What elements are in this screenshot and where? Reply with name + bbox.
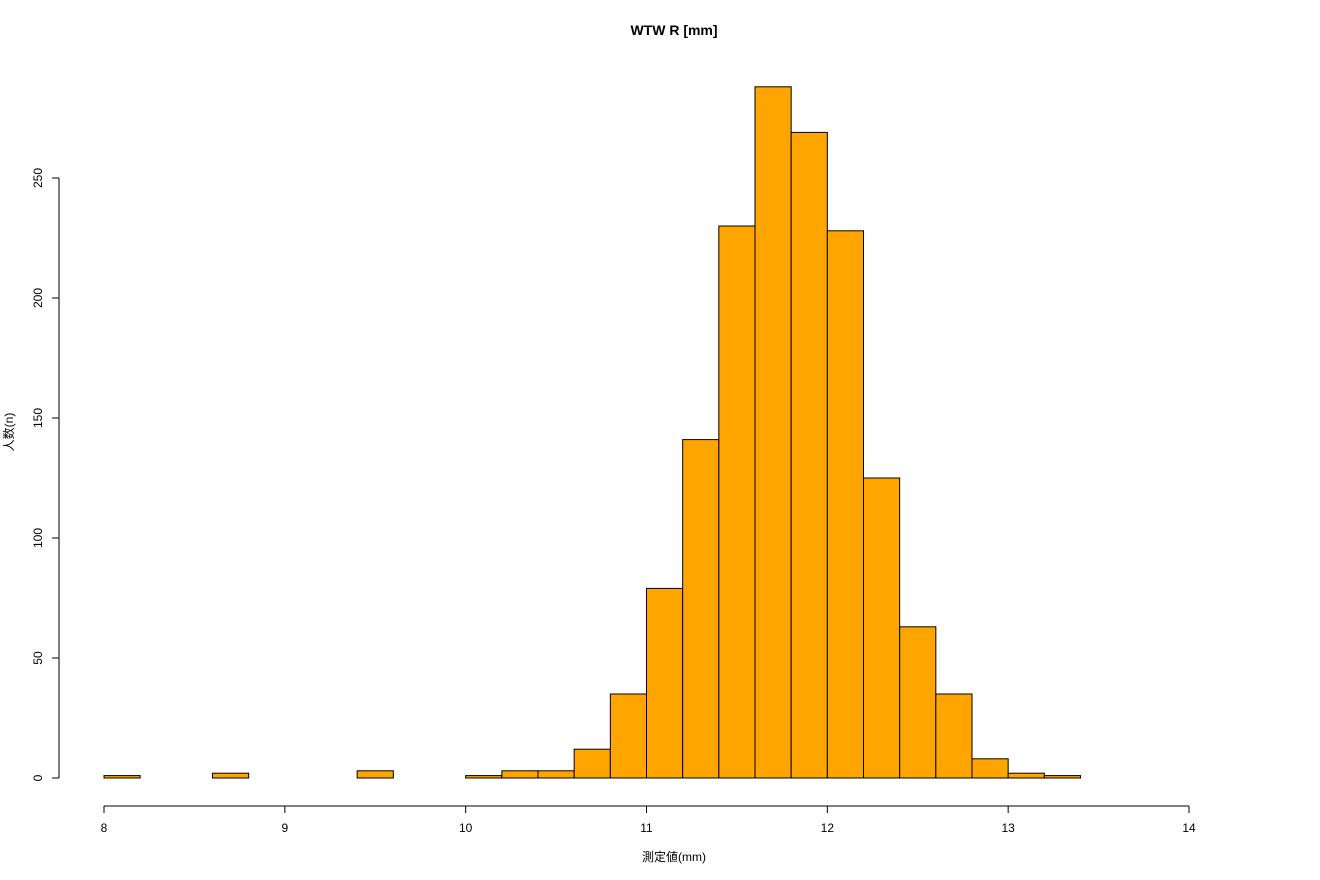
histogram-bar bbox=[573, 748, 611, 779]
histogram-bar bbox=[646, 587, 684, 779]
histogram-bar bbox=[103, 775, 141, 779]
y-tick-label: 150 bbox=[31, 408, 45, 428]
histogram-bar bbox=[356, 770, 394, 779]
histogram-bar bbox=[465, 775, 503, 779]
x-tick-label: 8 bbox=[101, 821, 108, 835]
x-tick-label: 10 bbox=[459, 821, 473, 835]
histogram-bar bbox=[1043, 775, 1082, 779]
histogram-bar bbox=[1007, 772, 1045, 779]
histogram-bar bbox=[212, 772, 250, 779]
y-tick-label: 250 bbox=[31, 168, 45, 188]
histogram-bar bbox=[609, 693, 647, 779]
histogram-bar bbox=[899, 626, 937, 779]
histogram-bar bbox=[971, 758, 1009, 779]
histogram-bar bbox=[754, 86, 792, 779]
x-tick-label: 13 bbox=[1001, 821, 1015, 835]
y-tick-label: 100 bbox=[31, 528, 45, 548]
histogram-bar bbox=[537, 770, 575, 779]
histogram-bar bbox=[501, 770, 539, 779]
histogram-bar bbox=[935, 693, 973, 779]
x-axis-label: 測定値(mm) bbox=[642, 849, 706, 864]
bars-group bbox=[103, 86, 1082, 779]
y-axis-label: 人数(n) bbox=[1, 413, 16, 452]
histogram-bar bbox=[826, 230, 864, 779]
y-tick-label: 0 bbox=[31, 774, 45, 781]
histogram-bar bbox=[682, 439, 720, 779]
histogram-bar bbox=[718, 225, 756, 779]
y-tick-label: 50 bbox=[31, 651, 45, 665]
histogram-bar bbox=[790, 131, 828, 779]
histogram-bar bbox=[863, 477, 901, 779]
x-tick-label: 14 bbox=[1182, 821, 1196, 835]
chart-title: WTW R [mm] bbox=[630, 22, 717, 38]
x-tick-label: 12 bbox=[821, 821, 835, 835]
y-tick-label: 200 bbox=[31, 288, 45, 308]
x-tick-label: 9 bbox=[281, 821, 288, 835]
y-axis: 0 50 100 150 200 250 bbox=[31, 168, 60, 781]
x-tick-label: 11 bbox=[640, 821, 653, 835]
x-axis: 8 9 10 11 12 13 14 bbox=[101, 805, 1196, 835]
